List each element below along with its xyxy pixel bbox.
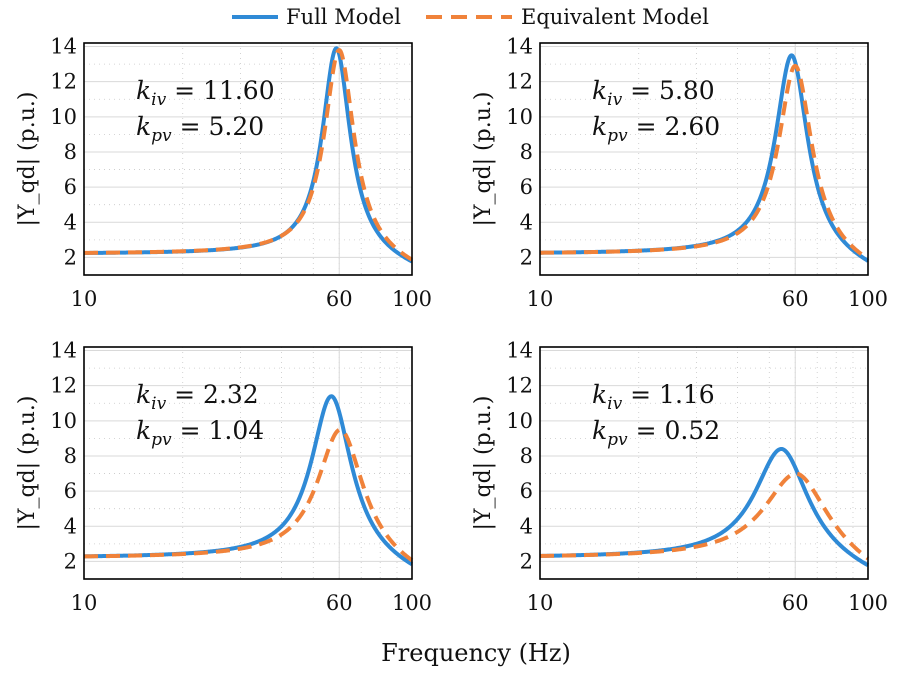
annotation-kpv: kpv = 1.04 (136, 416, 264, 450)
x-tick-label: 100 (392, 591, 432, 615)
y-tick-label: 10 (50, 409, 77, 433)
x-tick-label: 100 (392, 287, 432, 311)
y-tick-label: 6 (520, 479, 533, 503)
y-tick-label: 8 (520, 444, 533, 468)
y-axis-title: |Y_qd| (p.u.) (15, 396, 40, 531)
y-tick-label: 2 (64, 245, 77, 269)
x-tick-label: 10 (71, 591, 98, 615)
x-tick-label: 100 (848, 287, 888, 311)
y-tick-label: 2 (520, 549, 533, 573)
panel-bottom-left: 2 4 6 8 10 12 14 10 60 100 |Y_qd| (p.u.) kiv = 2.32… (15, 339, 432, 615)
y-tick-label: 14 (506, 35, 533, 59)
y-tick-label: 2 (520, 245, 533, 269)
y-tick-label: 4 (64, 210, 77, 234)
y-tick-label: 12 (506, 70, 533, 94)
y-tick-label: 8 (64, 140, 77, 164)
y-tick-label: 10 (506, 105, 533, 129)
x-axis-title: Frequency (Hz) (381, 639, 571, 667)
annotation-kiv: kiv = 5.80 (592, 76, 715, 110)
x-tick-label: 10 (527, 287, 554, 311)
annotation-kiv: kiv = 11.60 (136, 76, 275, 110)
x-tick-label: 60 (782, 287, 809, 311)
y-tick-label: 4 (520, 514, 533, 538)
legend-full-label: Full Model (286, 5, 401, 29)
y-tick-label: 12 (50, 70, 77, 94)
y-tick-label: 8 (520, 140, 533, 164)
x-tick-label: 10 (71, 287, 98, 311)
annotation-kpv: kpv = 5.20 (136, 112, 264, 146)
y-tick-label: 14 (50, 35, 77, 59)
x-tick-label: 60 (326, 591, 353, 615)
annotation-kiv: kiv = 1.16 (592, 380, 715, 414)
x-tick-label: 60 (326, 287, 353, 311)
series-equivalent-model-line (82, 427, 414, 562)
legend-equiv-label: Equivalent Model (521, 5, 709, 29)
y-tick-label: 6 (520, 175, 533, 199)
x-tick-label: 100 (848, 591, 888, 615)
annotation-kpv: kpv = 0.52 (592, 416, 720, 450)
x-tick-label: 10 (527, 591, 554, 615)
y-tick-label: 10 (506, 409, 533, 433)
y-tick-label: 2 (64, 549, 77, 573)
series-equivalent-model-line (538, 63, 870, 261)
plot-frame (539, 346, 869, 580)
y-tick-label: 14 (50, 339, 77, 363)
y-axis-title: |Y_qd| (p.u.) (471, 92, 496, 227)
y-tick-label: 12 (50, 374, 77, 398)
series-equivalent-model-line (82, 48, 414, 262)
y-tick-label: 8 (64, 444, 77, 468)
annotation-kiv: kiv = 2.32 (136, 380, 259, 414)
y-tick-label: 12 (506, 374, 533, 398)
y-axis-title: |Y_qd| (p.u.) (471, 396, 496, 531)
x-tick-label: 60 (782, 591, 809, 615)
y-tick-label: 14 (506, 339, 533, 363)
plot-frame (539, 42, 869, 276)
y-axis-title: |Y_qd| (p.u.) (15, 92, 40, 227)
y-tick-label: 4 (520, 210, 533, 234)
panel-bottom-right: 2 4 6 8 10 12 14 10 60 100 |Y_qd| (p.u.) kiv = 1.16… (471, 339, 888, 615)
panel-top-right: 2 4 6 8 10 12 14 10 60 100 |Y_qd| (p.u.) kiv = 5.80… (471, 35, 888, 311)
series-equivalent-model-line (538, 471, 870, 561)
panel-top-left: 2 4 6 8 10 12 14 10 60 100 |Y_qd| (p.u.) kiv = 11.6… (15, 35, 432, 311)
legend: Full Model Equivalent Model (232, 5, 709, 29)
y-tick-label: 10 (50, 105, 77, 129)
series-full-model-line (538, 446, 870, 568)
y-tick-label: 6 (64, 479, 77, 503)
y-tick-label: 6 (64, 175, 77, 199)
y-tick-label: 4 (64, 514, 77, 538)
plot-frame (83, 346, 413, 580)
annotation-kpv: kpv = 2.60 (592, 112, 720, 146)
plot-frame (83, 42, 413, 276)
